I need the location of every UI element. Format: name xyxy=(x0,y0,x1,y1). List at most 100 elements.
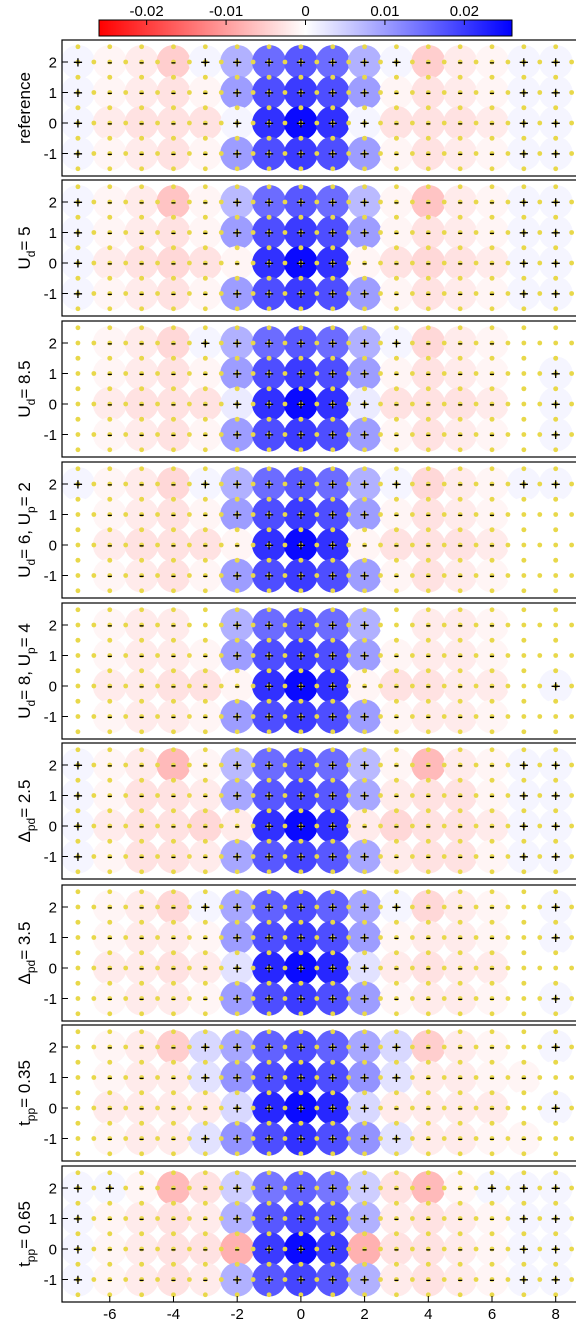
lattice-dot xyxy=(394,557,399,563)
plus-sign: + xyxy=(360,114,370,133)
lattice-dot xyxy=(362,120,367,126)
lattice-dot xyxy=(75,698,81,704)
lattice-dot xyxy=(202,542,208,548)
lattice-dot xyxy=(282,401,288,407)
lattice-dot xyxy=(346,371,352,376)
minus-sign: - xyxy=(392,536,402,555)
minus-sign: - xyxy=(487,1099,497,1118)
plus-sign: + xyxy=(551,1099,561,1118)
label-subscript: d xyxy=(24,251,38,258)
lattice-dot xyxy=(123,854,129,859)
lattice-dot xyxy=(202,74,208,80)
lattice-dot xyxy=(171,135,176,141)
lattice-dot xyxy=(457,466,463,472)
lattice-dot xyxy=(473,622,479,628)
lattice-dot xyxy=(139,747,145,753)
lattice-dot xyxy=(266,1011,272,1017)
minus-sign: - xyxy=(423,395,433,414)
lattice-dot xyxy=(425,199,431,205)
lattice-dot xyxy=(553,777,559,783)
minus-sign: - xyxy=(455,536,465,555)
lattice-dot xyxy=(91,823,97,829)
lattice-dot xyxy=(505,90,511,95)
lattice-dot xyxy=(155,512,160,517)
lattice-dot xyxy=(107,919,113,925)
lattice-dot xyxy=(266,291,272,296)
lattice-dot xyxy=(409,151,415,156)
lattice-dot xyxy=(521,306,527,312)
lattice-dot xyxy=(187,1105,192,1111)
lattice-dot xyxy=(441,1136,447,1141)
lattice-dot xyxy=(234,869,240,875)
lattice-dot xyxy=(202,432,208,437)
lattice-dot xyxy=(250,542,256,548)
label-text: = 5 xyxy=(15,226,34,250)
lattice-dot xyxy=(75,230,81,235)
lattice-dot xyxy=(394,44,399,50)
lattice-dot xyxy=(378,59,383,65)
colorbar: -0.02 -0.01 0 0.01 0.02 xyxy=(98,3,513,37)
lattice-dot xyxy=(202,965,208,971)
lattice-dot xyxy=(250,854,256,859)
lattice-dot xyxy=(171,762,176,768)
lattice-dot xyxy=(441,230,447,235)
lattice-dot xyxy=(314,90,320,95)
lattice-dot xyxy=(123,1246,129,1252)
minus-sign: - xyxy=(455,616,465,635)
lattice-dot xyxy=(330,1090,336,1096)
minus-sign: - xyxy=(423,505,433,524)
lattice-dot xyxy=(457,527,463,533)
lattice-dot xyxy=(202,919,208,925)
plus-sign: + xyxy=(519,144,529,163)
lattice-dot xyxy=(489,950,495,956)
lattice-dot xyxy=(202,854,208,859)
lattice-dot xyxy=(394,1170,399,1176)
lattice-dot xyxy=(155,996,160,1001)
plus-sign: + xyxy=(296,475,306,494)
heatmap-panel: + + - - - + + + + + - - - + + ++ - - - - + + + + + - - - - + ++ - - - - - + +… xyxy=(15,1165,576,1303)
lattice-dot xyxy=(537,199,543,205)
lattice-dot xyxy=(187,230,192,235)
y-tick-label: 0 xyxy=(49,397,57,414)
y-tick-label: 2 xyxy=(49,758,57,775)
lattice-dot xyxy=(282,260,288,266)
lattice-dot xyxy=(489,1011,495,1017)
lattice-dot xyxy=(473,653,479,658)
lattice-dot xyxy=(234,184,240,190)
lattice-dot xyxy=(521,698,527,704)
plus-sign: + xyxy=(232,144,242,163)
lattice-dot xyxy=(250,432,256,437)
lattice-dot xyxy=(75,1105,81,1111)
lattice-dot xyxy=(425,447,431,453)
minus-sign: - xyxy=(169,928,179,947)
plus-sign: + xyxy=(328,616,338,635)
plus-sign: + xyxy=(232,646,242,665)
minus-sign: - xyxy=(105,505,115,524)
lattice-dot xyxy=(346,653,352,658)
lattice-dot xyxy=(457,496,463,502)
lattice-dot xyxy=(425,105,431,111)
lattice-dot xyxy=(107,481,113,487)
lattice-dot xyxy=(394,1105,399,1111)
lattice-dot xyxy=(75,965,81,971)
lattice-dot xyxy=(489,432,495,437)
lattice-dot xyxy=(155,432,160,437)
lattice-dot xyxy=(521,1029,527,1035)
lattice-dot xyxy=(107,637,113,643)
lattice-dot xyxy=(505,573,511,578)
plus-sign: + xyxy=(328,114,338,133)
lattice-dot xyxy=(155,965,160,971)
lattice-dot xyxy=(171,74,176,80)
lattice-dot xyxy=(202,996,208,1001)
lattice-dot xyxy=(139,823,145,829)
lattice-dot xyxy=(123,965,129,971)
lattice-dot xyxy=(91,1136,97,1141)
lattice-dot xyxy=(298,184,304,190)
lattice-dot xyxy=(202,59,208,65)
plus-sign: + xyxy=(360,1038,370,1057)
lattice-dot xyxy=(139,230,145,235)
lattice-dot xyxy=(298,340,304,346)
lattice-dot xyxy=(489,777,495,783)
lattice-dot xyxy=(234,904,240,910)
lattice-dot xyxy=(425,793,431,798)
